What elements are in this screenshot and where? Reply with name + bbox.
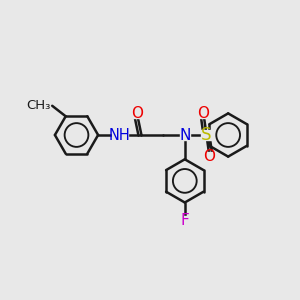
Bar <box>180 130 190 140</box>
Text: NH: NH <box>109 128 130 142</box>
Bar <box>199 109 208 118</box>
Text: S: S <box>201 126 212 144</box>
Bar <box>205 152 214 161</box>
Text: O: O <box>197 106 209 121</box>
Text: N: N <box>179 128 190 142</box>
Bar <box>180 215 189 225</box>
Bar <box>112 130 128 140</box>
Text: F: F <box>180 213 189 228</box>
Text: O: O <box>203 149 215 164</box>
Text: CH₃: CH₃ <box>26 99 51 112</box>
Text: O: O <box>131 106 143 121</box>
Bar <box>132 109 142 118</box>
Bar <box>201 130 212 140</box>
